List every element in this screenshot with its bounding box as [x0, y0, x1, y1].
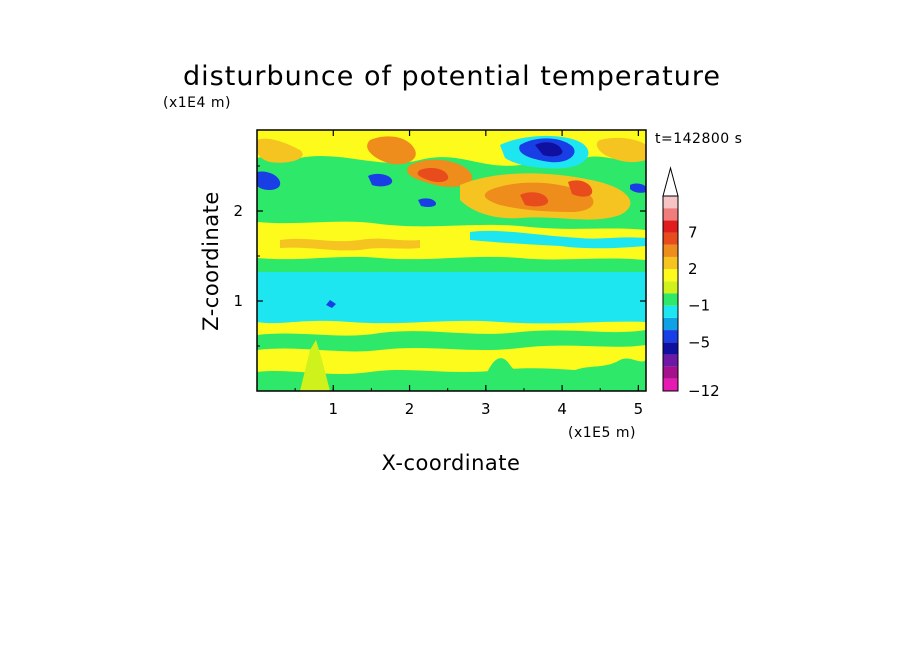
- field-blue-blob-3: [418, 198, 437, 207]
- field-red-core-2: [568, 180, 593, 197]
- time-label: t=142800 s: [655, 131, 742, 147]
- colorbar-swatch: [663, 208, 678, 221]
- field-blue-blob-4: [630, 183, 646, 193]
- colorbar-tick-label: 2: [688, 260, 698, 278]
- colorbar-swatch: [663, 354, 678, 367]
- field-left-blue: [257, 171, 281, 190]
- colorbar-swatch: [663, 281, 678, 294]
- colorbar-swatch: [663, 232, 678, 245]
- field-lower-green-3: [480, 358, 540, 391]
- colorbar-swatch: [663, 220, 678, 233]
- colorbar-swatch: [663, 330, 678, 343]
- field-middle-cyan-strip: [470, 230, 646, 249]
- x-tick-label: 5: [634, 400, 644, 418]
- x-axis-label: X-coordinate: [382, 451, 521, 475]
- y-unit-label: (x1E4 m): [163, 95, 231, 111]
- colorbar-swatch: [663, 244, 678, 257]
- colorbar-swatch: [663, 269, 678, 282]
- colorbar-extend-arrow: [662, 166, 679, 197]
- x-tick-label: 4: [557, 400, 567, 418]
- field-lower-green-1: [257, 330, 646, 352]
- x-axis: 1 2 3 4 5: [294, 130, 644, 418]
- x-unit-label: (x1E5 m): [568, 425, 636, 441]
- colorbar-tick-label: −5: [688, 333, 710, 351]
- chart-title: disturbunce of potential temperature: [183, 61, 721, 92]
- y-axis: 12: [233, 165, 646, 347]
- colorbar-swatch: [663, 293, 678, 306]
- field-lower-green-4: [560, 358, 646, 391]
- x-tick-label: 2: [405, 400, 415, 418]
- colorbar-swatch: [663, 317, 678, 331]
- field-top-red-1: [417, 168, 449, 183]
- colorbar-tick-label: −12: [688, 382, 720, 400]
- field-green-band: [257, 258, 646, 272]
- colorbar-swatch: [663, 366, 678, 379]
- colorbar-swatch: [663, 196, 678, 209]
- temperature-field: [257, 130, 646, 391]
- colorbar-tick-label: −1: [688, 297, 710, 315]
- field-plume: [300, 340, 330, 391]
- y-axis-label: Z-coordinate: [199, 191, 223, 331]
- field-top-orange-right: [596, 137, 646, 163]
- field-blue-speck: [326, 300, 336, 308]
- field-yellow-orange-patch: [280, 238, 420, 251]
- field-yellow-band: [257, 221, 646, 260]
- colorbar-swatch: [663, 342, 678, 355]
- colorbar-swatch: [663, 256, 678, 270]
- y-tick-label: 2: [233, 202, 243, 220]
- field-cyan-layer: [257, 268, 646, 324]
- field-red-core: [520, 192, 549, 207]
- y-tick-label: 1: [233, 292, 243, 310]
- field-blue-blob-2: [368, 173, 393, 187]
- colorbar-tick-label: 7: [688, 224, 698, 242]
- plot-frame: [256, 129, 647, 392]
- colorbar-swatch: [663, 378, 678, 391]
- x-tick-label: 3: [481, 400, 491, 418]
- x-tick-label: 1: [329, 400, 339, 418]
- colorbar: 7 2 −1 −5 −12: [662, 166, 720, 400]
- colorbar-swatch: [663, 305, 678, 318]
- field-lower-green-2: [257, 368, 646, 391]
- field-upper-darkblue: [535, 142, 563, 157]
- field-top-orange-left: [257, 138, 303, 163]
- field-top-orange-1: [367, 136, 416, 165]
